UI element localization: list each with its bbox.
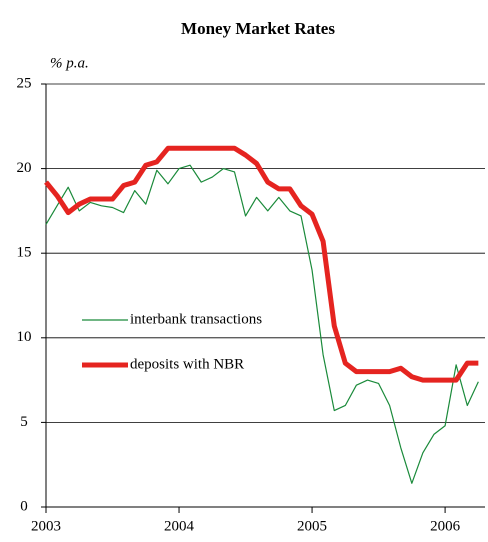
y-axis-label: % p.a. [50, 55, 89, 71]
series-line [45, 164, 479, 484]
y-tick-label: 15 [17, 245, 32, 261]
y-tick-label: 20 [17, 160, 32, 176]
x-tick-label: 2005 [297, 518, 327, 534]
x-tick-label: 2006 [430, 518, 461, 534]
legend-label: interbank transactions [130, 311, 262, 327]
x-tick-label: 2003 [31, 518, 61, 534]
y-tick-label: 0 [20, 498, 28, 514]
y-tick-label: 10 [17, 329, 32, 345]
y-tick-label: 5 [20, 414, 28, 430]
chart-title: Money Market Rates [181, 19, 335, 38]
legend-label: deposits with NBR [130, 356, 244, 372]
series-line [44, 145, 479, 383]
y-tick-label: 25 [17, 75, 32, 91]
x-tick-label: 2004 [164, 518, 195, 534]
